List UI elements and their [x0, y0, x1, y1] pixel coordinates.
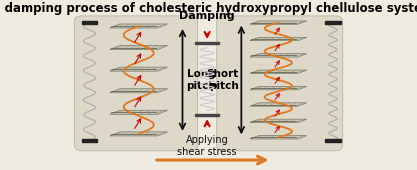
- Bar: [326, 139, 341, 142]
- Polygon shape: [250, 136, 306, 139]
- Bar: [195, 42, 219, 44]
- Polygon shape: [250, 21, 306, 24]
- Polygon shape: [250, 87, 306, 90]
- Bar: [195, 114, 219, 116]
- Polygon shape: [250, 37, 306, 41]
- Polygon shape: [250, 103, 306, 106]
- Text: Long
pitch: Long pitch: [186, 69, 216, 91]
- Text: Applying
shear stress: Applying shear stress: [177, 135, 237, 157]
- Text: The damping process of cholesteric hydroxypropyl chellulose systems: The damping process of cholesteric hydro…: [0, 2, 417, 15]
- Bar: [326, 21, 341, 24]
- Polygon shape: [110, 110, 168, 114]
- Bar: [82, 21, 97, 24]
- Polygon shape: [110, 67, 168, 71]
- Polygon shape: [250, 54, 306, 57]
- Polygon shape: [110, 24, 168, 28]
- Text: Short
pitch: Short pitch: [206, 69, 239, 91]
- FancyBboxPatch shape: [217, 16, 343, 151]
- Polygon shape: [110, 132, 168, 136]
- Polygon shape: [110, 46, 168, 50]
- Bar: [82, 139, 97, 142]
- Text: Damping: Damping: [179, 11, 235, 21]
- Polygon shape: [110, 89, 168, 93]
- Polygon shape: [250, 119, 306, 123]
- Polygon shape: [250, 70, 306, 73]
- FancyBboxPatch shape: [74, 16, 198, 151]
